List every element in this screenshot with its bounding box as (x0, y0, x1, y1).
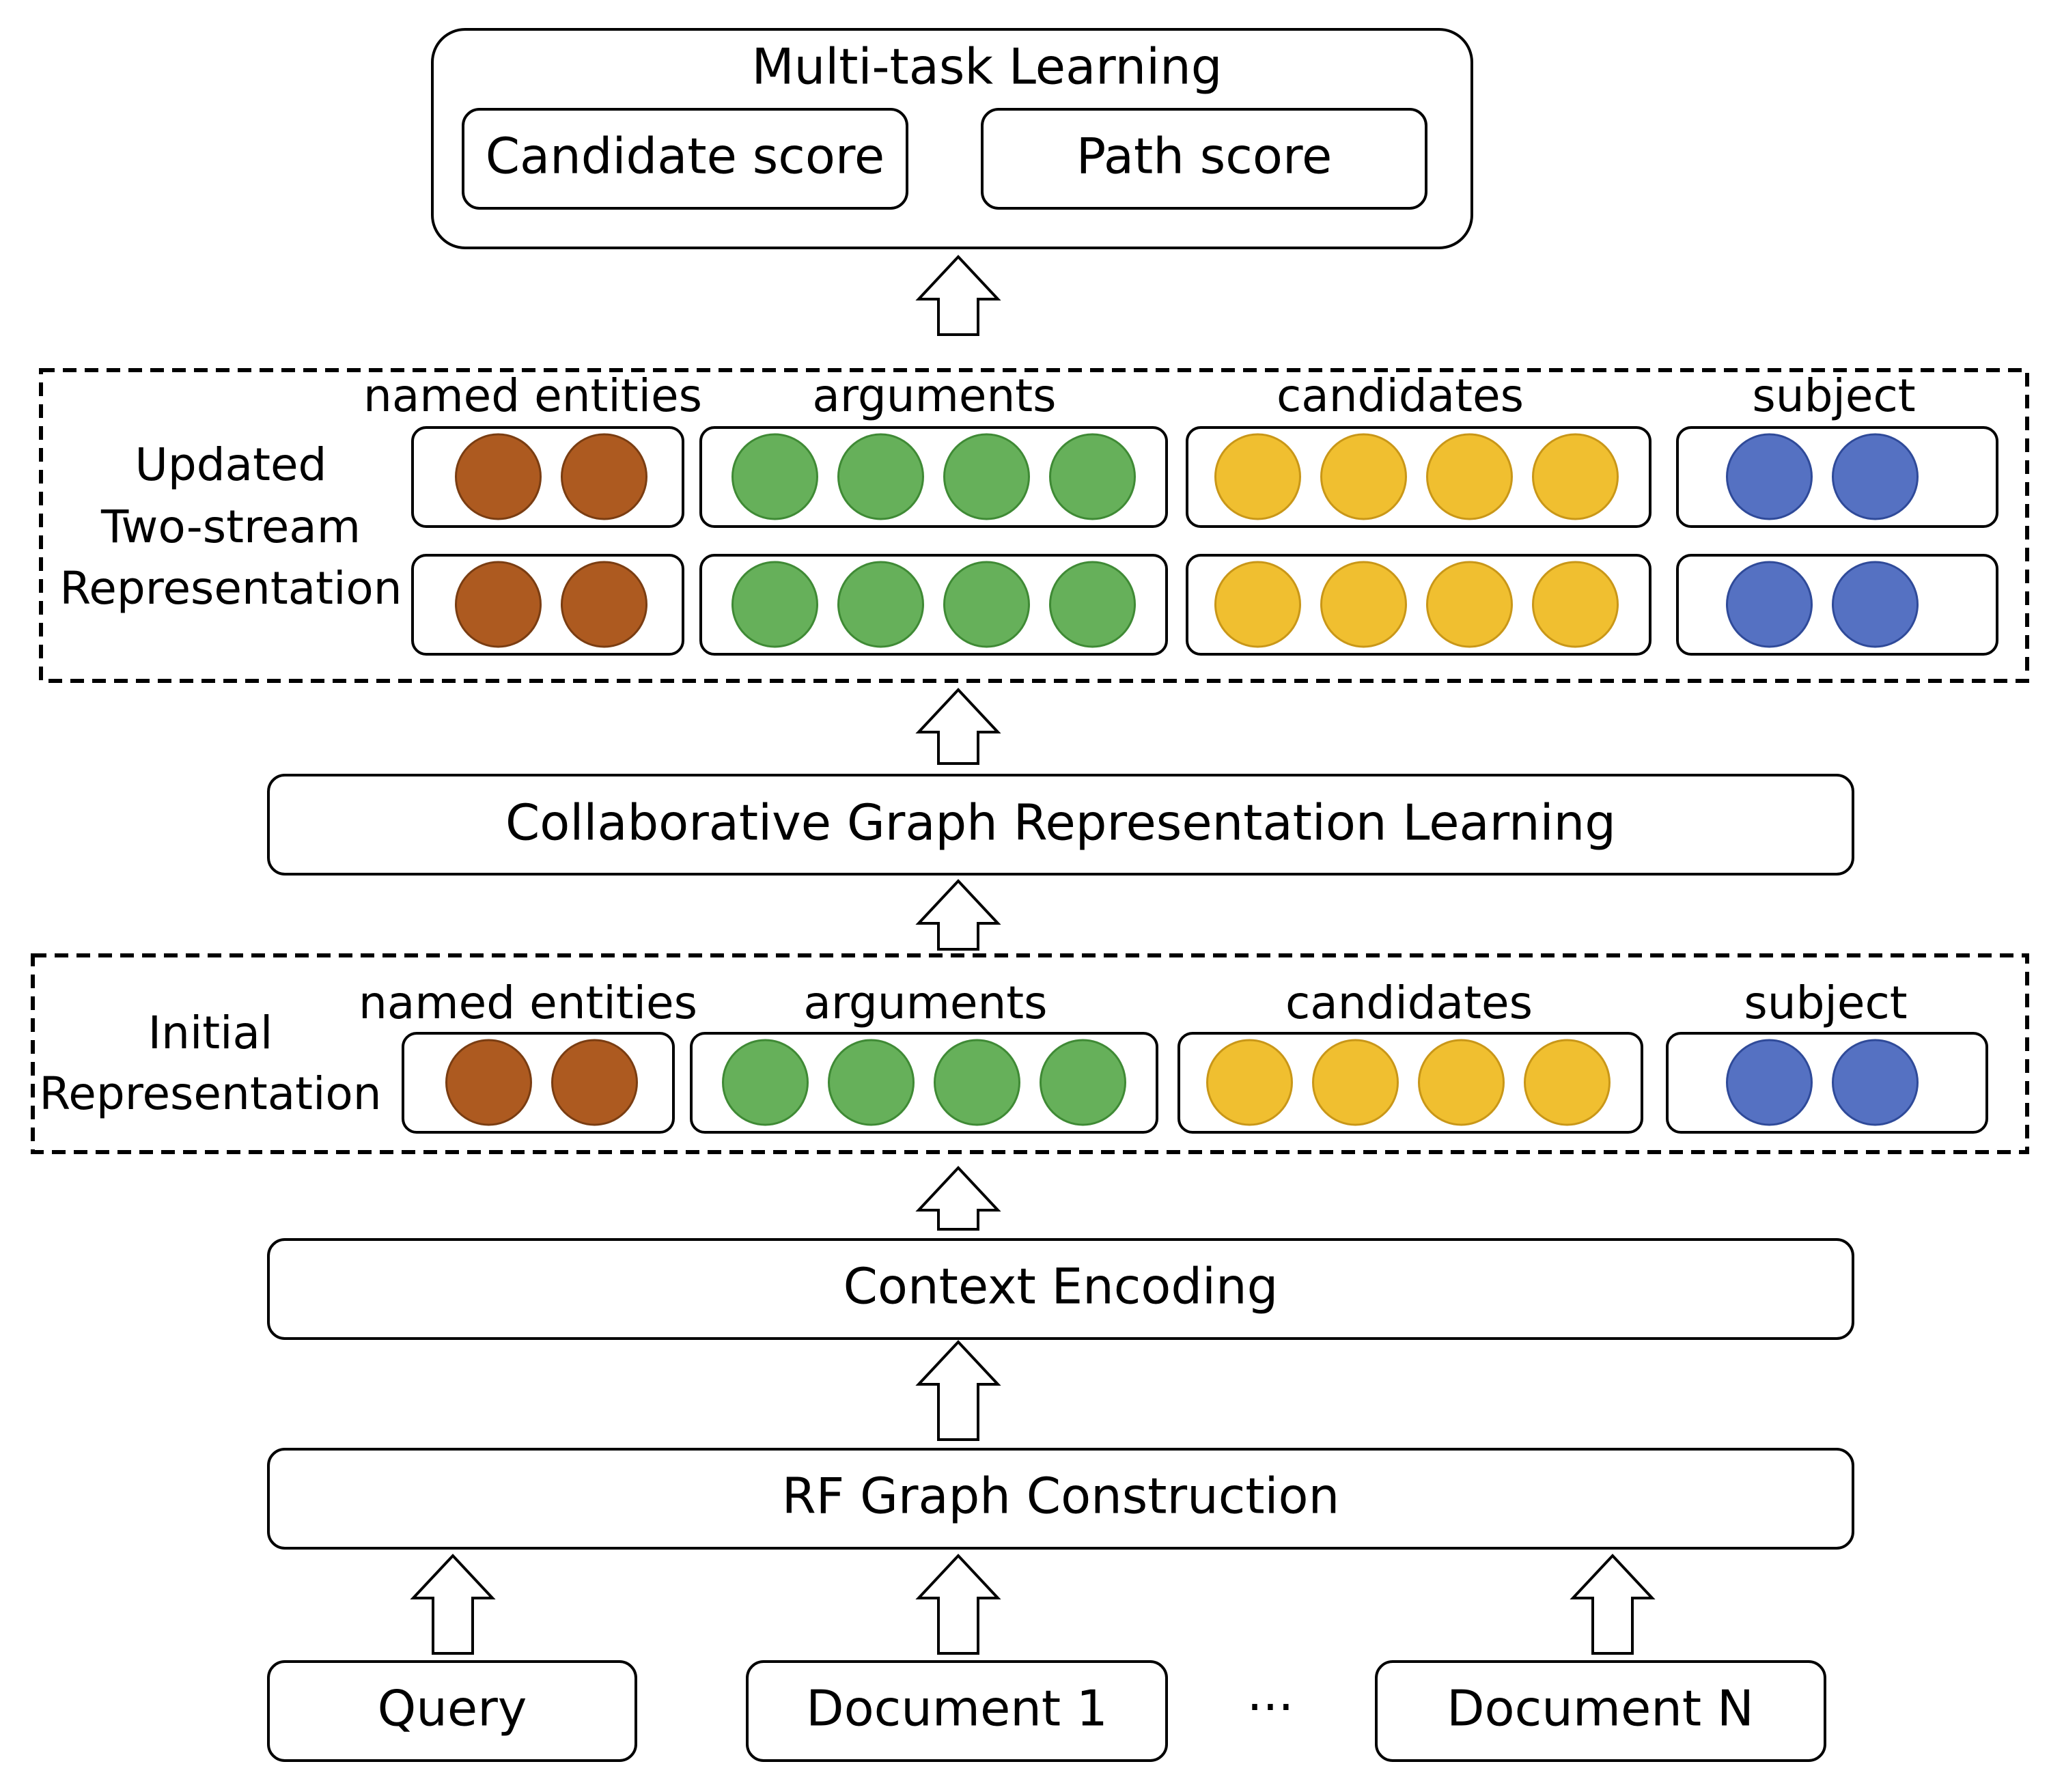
initial-row1-candidates-node-4 (1524, 1039, 1611, 1126)
arrow-to-collab (915, 879, 1001, 951)
context-encoding-box (267, 1238, 1854, 1340)
updated-label-line-2: Two-stream (100, 501, 361, 553)
collab-box (267, 774, 1854, 876)
initial-group-arguments: arguments (803, 977, 1047, 1029)
document-n-label: Document N (1447, 1680, 1754, 1737)
rf-graph-block: RF Graph Construction (267, 1448, 1854, 1550)
updated-row2-named-entities-node-1 (455, 561, 542, 648)
updated-label-line-3: Representation (59, 562, 402, 615)
query-box (267, 1660, 637, 1762)
initial-node-dots (445, 1039, 1919, 1126)
updated-row1-arguments-node-4 (1049, 433, 1136, 520)
updated-dashed-frame (39, 368, 2029, 683)
multitask-title: Multi-task Learning (752, 38, 1223, 96)
rf-graph-box (267, 1448, 1854, 1550)
updated-row1-candidates-node-1 (1214, 433, 1301, 520)
updated-group-candidates: candidates (1277, 369, 1524, 422)
initial-row1-candidates-node-3 (1418, 1039, 1505, 1126)
rf-graph-label: RF Graph Construction (782, 1468, 1340, 1525)
updated-row1-arguments-box (699, 426, 1168, 528)
initial-row1-candidates-node-1 (1206, 1039, 1293, 1126)
multitask-learning-block: Multi-task Learning Candidate score Path… (431, 28, 1473, 249)
updated-group-named-entities: named entities (363, 369, 702, 422)
initial-candidates-box (1177, 1032, 1643, 1134)
context-encoding-label: Context Encoding (844, 1258, 1279, 1315)
updated-row2-candidates-node-2 (1320, 561, 1407, 648)
candidate-score-label: Candidate score (486, 128, 884, 185)
initial-dashed-frame (31, 953, 2029, 1154)
updated-row1-arguments-node-3 (943, 433, 1030, 520)
updated-row1-subject-node-2 (1832, 433, 1919, 520)
updated-row2-candidates-box (1186, 554, 1651, 656)
arrow-docn-to-rf (1570, 1554, 1656, 1655)
updated-row1-subject-node-1 (1726, 433, 1813, 520)
initial-row1-arguments-node-4 (1040, 1039, 1126, 1126)
flow-arrows (410, 255, 1656, 1655)
initial-subject-box (1666, 1032, 1988, 1134)
updated-group-subject: subject (1752, 369, 1915, 422)
arrow-to-updated (915, 688, 1001, 765)
updated-row1-candidates-box (1186, 426, 1651, 528)
initial-label-line-1: Initial (148, 1007, 273, 1059)
initial-group-subject: subject (1744, 977, 1907, 1029)
query-label: Query (378, 1680, 527, 1737)
updated-group-arguments: arguments (812, 369, 1056, 422)
updated-row2-named-entities-node-2 (561, 561, 647, 648)
document-n-box (1375, 1660, 1826, 1762)
arrow-to-context-encoding (915, 1340, 1001, 1441)
updated-row1-arguments-node-1 (731, 433, 818, 520)
updated-row1-candidates-node-2 (1320, 433, 1407, 520)
updated-row2-subject-node-2 (1832, 561, 1919, 648)
collab-block: Collaborative Graph Representation Learn… (267, 774, 1854, 876)
initial-row1-arguments-node-3 (934, 1039, 1020, 1126)
updated-row2-candidates-node-1 (1214, 561, 1301, 648)
updated-row2-arguments-node-4 (1049, 561, 1136, 648)
initial-row1-subject-node-1 (1726, 1039, 1813, 1126)
updated-row1-arguments-node-2 (837, 433, 924, 520)
ellipsis-label: ··· (1247, 1679, 1294, 1736)
initial-group-candidates: candidates (1285, 977, 1533, 1029)
updated-representation-block: Updated Two-stream Representation named … (39, 368, 2029, 683)
updated-row2-arguments-box (699, 554, 1168, 656)
updated-row2-candidates-node-4 (1532, 561, 1619, 648)
updated-row2-candidates-node-3 (1426, 561, 1513, 648)
arrow-query-to-rf (410, 1554, 496, 1655)
updated-label-line-1: Updated (135, 438, 327, 491)
path-score-box (981, 108, 1427, 210)
initial-row1-named-entities-node-2 (551, 1039, 638, 1126)
path-score-label: Path score (1076, 128, 1333, 185)
document-1-box (746, 1660, 1168, 1762)
initial-row1-candidates-node-2 (1312, 1039, 1399, 1126)
updated-row1-named-entities-node-2 (561, 433, 647, 520)
initial-row1-subject-node-2 (1832, 1039, 1919, 1126)
updated-row2-arguments-node-3 (943, 561, 1030, 648)
initial-row1-arguments-node-1 (722, 1039, 809, 1126)
initial-label-line-2: Representation (39, 1067, 381, 1120)
initial-group-named-entities: named entities (359, 977, 697, 1029)
updated-row2-subject-node-1 (1726, 561, 1813, 648)
arrow-doc1-to-rf (915, 1554, 1001, 1655)
arrow-to-multitask (915, 255, 1001, 336)
updated-row1-named-entities-node-1 (455, 433, 542, 520)
document-1-label: Document 1 (806, 1680, 1108, 1737)
updated-row1-candidates-node-4 (1532, 433, 1619, 520)
collab-label: Collaborative Graph Representation Learn… (505, 794, 1616, 852)
arrow-to-initial (915, 1166, 1001, 1231)
context-encoding-block: Context Encoding (267, 1238, 1854, 1340)
initial-arguments-box (690, 1032, 1158, 1134)
initial-row1-arguments-node-2 (828, 1039, 915, 1126)
updated-row1-candidates-node-3 (1426, 433, 1513, 520)
initial-row1-named-entities-node-1 (445, 1039, 532, 1126)
candidate-score-box (462, 108, 908, 210)
initial-representation-block: Initial Representation named entities ar… (31, 953, 2029, 1154)
updated-row2-arguments-node-1 (731, 561, 818, 648)
updated-node-dots (455, 433, 1919, 648)
inputs-row: Query Document 1 ··· Document N (267, 1660, 1826, 1762)
updated-row2-arguments-node-2 (837, 561, 924, 648)
